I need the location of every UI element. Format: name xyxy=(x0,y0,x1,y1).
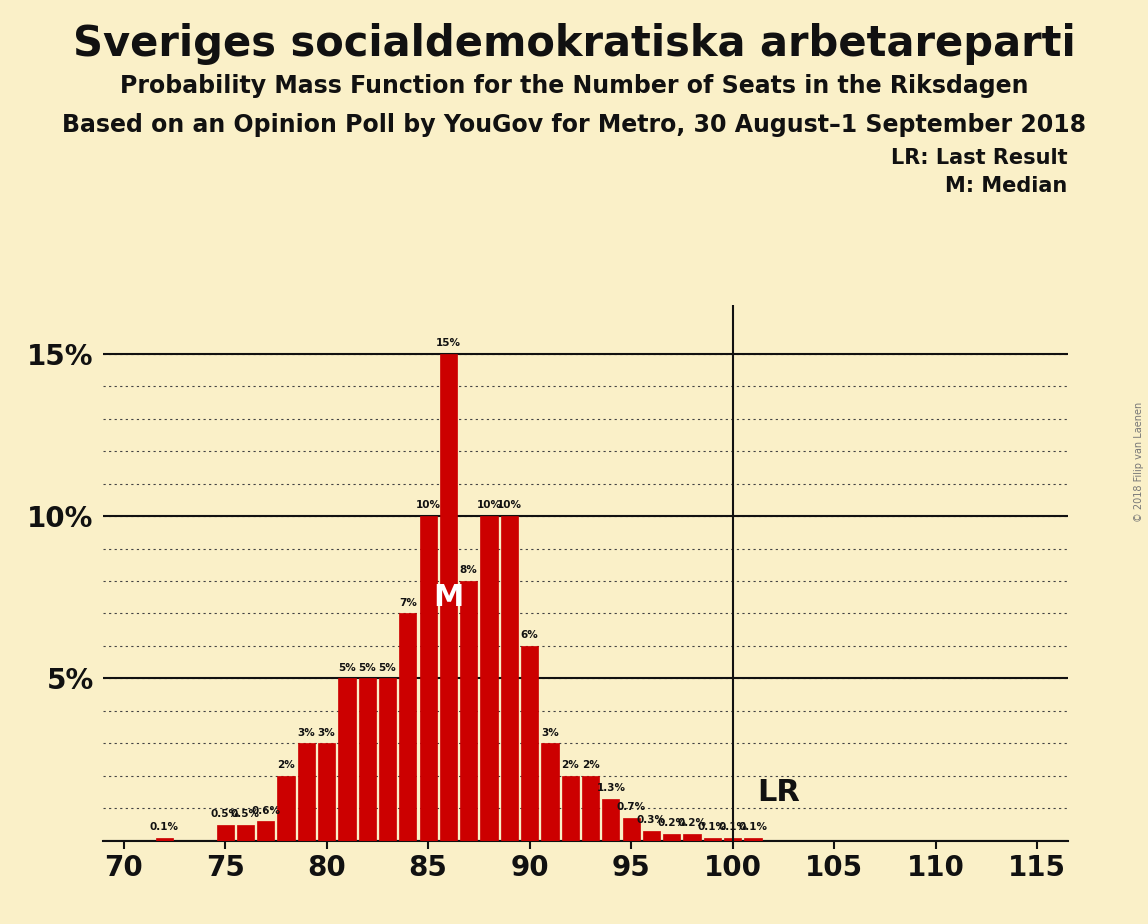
Text: 7%: 7% xyxy=(398,598,417,608)
Text: LR: Last Result: LR: Last Result xyxy=(891,148,1068,168)
Bar xyxy=(419,516,436,841)
Text: 10%: 10% xyxy=(416,500,441,510)
Text: 10%: 10% xyxy=(476,500,502,510)
Text: 0.1%: 0.1% xyxy=(149,821,179,832)
Bar xyxy=(236,824,254,841)
Text: 0.1%: 0.1% xyxy=(698,821,727,832)
Text: M: Median: M: Median xyxy=(946,176,1068,196)
Text: 0.1%: 0.1% xyxy=(738,821,768,832)
Text: 2%: 2% xyxy=(582,760,599,770)
Bar xyxy=(561,776,579,841)
Bar xyxy=(724,837,742,841)
Text: 3%: 3% xyxy=(318,727,335,737)
Text: Based on an Opinion Poll by YouGov for Metro, 30 August–1 September 2018: Based on an Opinion Poll by YouGov for M… xyxy=(62,113,1086,137)
Bar xyxy=(643,831,660,841)
Bar xyxy=(744,837,761,841)
Text: 3%: 3% xyxy=(297,727,316,737)
Bar xyxy=(501,516,518,841)
Text: 5%: 5% xyxy=(338,663,356,673)
Bar xyxy=(217,824,234,841)
Text: 5%: 5% xyxy=(379,663,396,673)
Bar xyxy=(339,678,356,841)
Bar xyxy=(379,678,396,841)
Bar xyxy=(278,776,295,841)
Bar xyxy=(480,516,498,841)
Text: 0.7%: 0.7% xyxy=(616,802,645,812)
Text: 0.5%: 0.5% xyxy=(210,808,240,819)
Text: 3%: 3% xyxy=(541,727,559,737)
Text: 15%: 15% xyxy=(436,338,461,347)
Text: 0.2%: 0.2% xyxy=(658,819,687,829)
Bar xyxy=(257,821,274,841)
Bar xyxy=(156,837,173,841)
Text: 0.2%: 0.2% xyxy=(677,819,706,829)
Text: 5%: 5% xyxy=(358,663,377,673)
Text: 8%: 8% xyxy=(460,565,478,575)
Text: 10%: 10% xyxy=(497,500,522,510)
Bar xyxy=(704,837,721,841)
Bar xyxy=(521,646,538,841)
Text: 6%: 6% xyxy=(521,630,538,640)
Text: LR: LR xyxy=(757,778,800,807)
Text: Sveriges socialdemokratiska arbetareparti: Sveriges socialdemokratiska arbetarepart… xyxy=(72,23,1076,65)
Text: 0.3%: 0.3% xyxy=(637,815,666,825)
Bar xyxy=(318,744,335,841)
Text: M: M xyxy=(433,583,464,612)
Bar xyxy=(622,818,639,841)
Bar xyxy=(542,744,559,841)
Text: 1.3%: 1.3% xyxy=(596,783,626,793)
Text: 0.5%: 0.5% xyxy=(231,808,259,819)
Text: Probability Mass Function for the Number of Seats in the Riksdagen: Probability Mass Function for the Number… xyxy=(119,74,1029,98)
Bar xyxy=(460,581,478,841)
Bar xyxy=(358,678,375,841)
Bar xyxy=(603,798,620,841)
Bar xyxy=(664,834,681,841)
Text: 0.6%: 0.6% xyxy=(251,806,280,816)
Text: 2%: 2% xyxy=(277,760,295,770)
Bar xyxy=(582,776,599,841)
Text: © 2018 Filip van Laenen: © 2018 Filip van Laenen xyxy=(1134,402,1143,522)
Bar xyxy=(297,744,315,841)
Bar xyxy=(683,834,700,841)
Text: 0.1%: 0.1% xyxy=(719,821,747,832)
Bar xyxy=(440,354,457,841)
Bar xyxy=(400,614,417,841)
Text: 2%: 2% xyxy=(561,760,579,770)
